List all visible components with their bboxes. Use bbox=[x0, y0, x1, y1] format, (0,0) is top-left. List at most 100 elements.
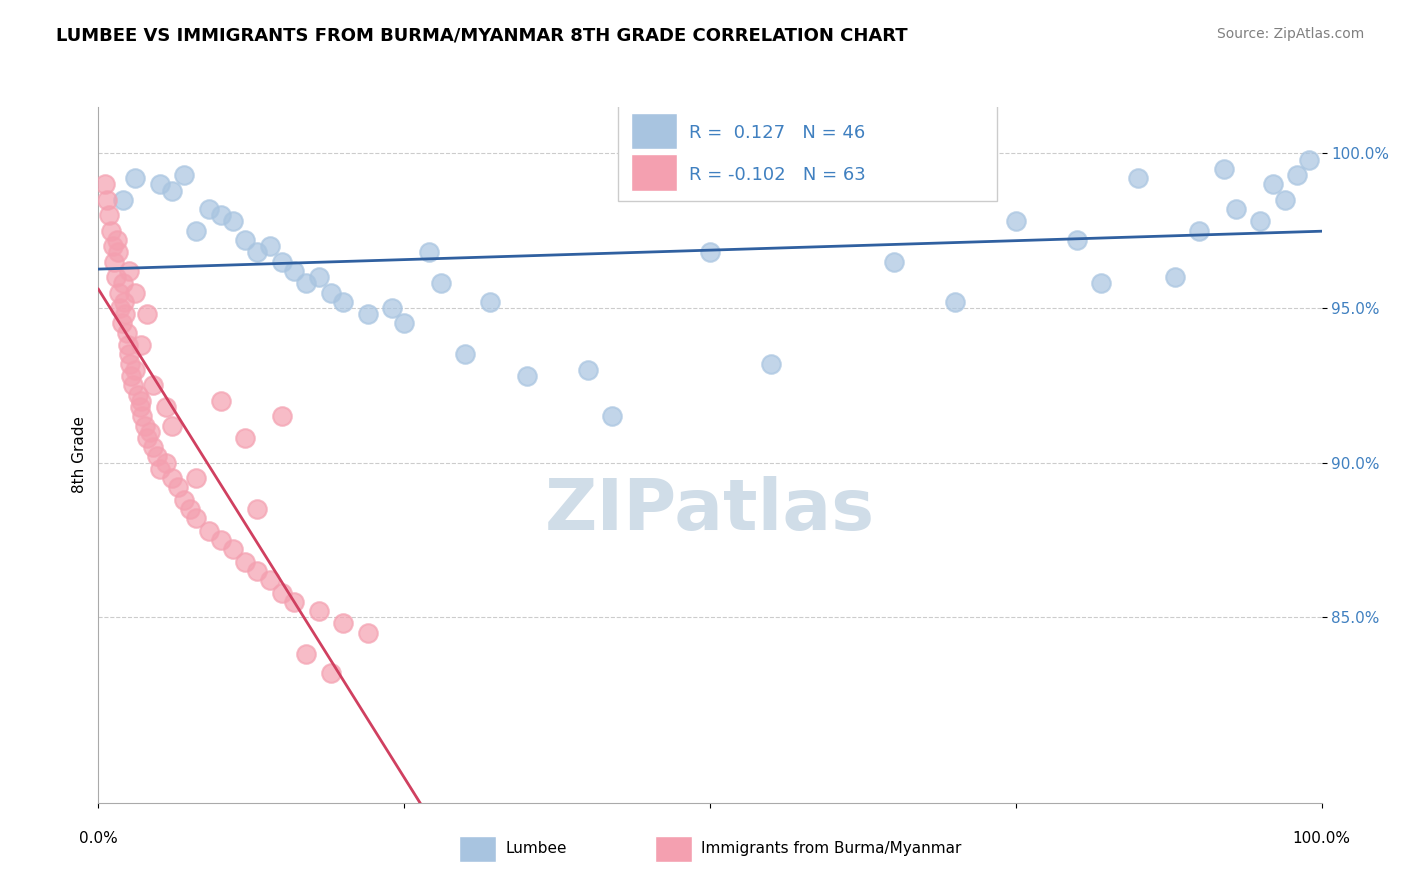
Point bbox=[186, 224, 208, 238]
Point bbox=[246, 564, 269, 578]
Point bbox=[246, 245, 269, 260]
Point bbox=[129, 338, 152, 352]
Point bbox=[430, 277, 453, 291]
Point bbox=[270, 409, 294, 424]
Point bbox=[1090, 277, 1112, 291]
Point bbox=[103, 254, 125, 268]
Point bbox=[332, 616, 354, 631]
Point bbox=[100, 224, 122, 238]
Point bbox=[821, 161, 844, 176]
Point bbox=[418, 245, 440, 260]
Point bbox=[283, 595, 305, 609]
FancyBboxPatch shape bbox=[460, 836, 496, 862]
Point bbox=[155, 456, 177, 470]
Point bbox=[93, 178, 115, 192]
Point bbox=[1298, 153, 1320, 167]
Point bbox=[186, 471, 208, 485]
Point bbox=[139, 425, 162, 439]
Point bbox=[222, 214, 245, 228]
Point bbox=[124, 171, 146, 186]
Point bbox=[96, 193, 118, 207]
Text: 100.0%: 100.0% bbox=[1292, 830, 1351, 846]
Text: LUMBEE VS IMMIGRANTS FROM BURMA/MYANMAR 8TH GRADE CORRELATION CHART: LUMBEE VS IMMIGRANTS FROM BURMA/MYANMAR … bbox=[56, 27, 908, 45]
Point bbox=[600, 409, 623, 424]
Text: R =  0.127   N = 46: R = 0.127 N = 46 bbox=[689, 124, 866, 142]
Point bbox=[356, 307, 378, 321]
FancyBboxPatch shape bbox=[655, 836, 692, 862]
Point bbox=[197, 524, 219, 538]
Point bbox=[136, 431, 159, 445]
Point bbox=[108, 285, 131, 300]
Point bbox=[107, 245, 129, 260]
Point bbox=[121, 378, 143, 392]
FancyBboxPatch shape bbox=[619, 87, 997, 201]
Point bbox=[197, 202, 219, 216]
Point bbox=[160, 418, 183, 433]
Point bbox=[124, 285, 146, 300]
FancyBboxPatch shape bbox=[630, 154, 678, 191]
Point bbox=[101, 239, 124, 253]
Point bbox=[1286, 168, 1309, 182]
Point bbox=[149, 178, 172, 192]
Point bbox=[134, 418, 156, 433]
Point bbox=[1066, 233, 1088, 247]
Point bbox=[1249, 214, 1271, 228]
Point bbox=[209, 208, 232, 222]
Point bbox=[883, 254, 905, 268]
Point bbox=[160, 471, 183, 485]
Point bbox=[131, 409, 153, 424]
Point bbox=[699, 245, 721, 260]
Point bbox=[270, 585, 294, 599]
Point bbox=[117, 338, 139, 352]
Point bbox=[111, 193, 134, 207]
Point bbox=[1188, 224, 1211, 238]
Point bbox=[381, 301, 404, 315]
Point bbox=[308, 270, 330, 285]
Point bbox=[209, 393, 232, 408]
Point bbox=[1004, 214, 1026, 228]
Point bbox=[129, 400, 152, 414]
Point bbox=[1128, 171, 1150, 186]
Point bbox=[118, 347, 141, 361]
Point bbox=[120, 369, 142, 384]
Point bbox=[392, 317, 416, 331]
Point bbox=[160, 184, 183, 198]
Point bbox=[105, 233, 128, 247]
Point bbox=[295, 648, 318, 662]
Point bbox=[454, 347, 477, 361]
Point bbox=[295, 277, 318, 291]
Point bbox=[114, 307, 136, 321]
Point bbox=[111, 277, 134, 291]
Point bbox=[319, 285, 342, 300]
Point bbox=[146, 450, 169, 464]
Point bbox=[186, 511, 208, 525]
Point bbox=[1225, 202, 1247, 216]
Point bbox=[270, 254, 294, 268]
Point bbox=[124, 363, 146, 377]
Point bbox=[149, 462, 172, 476]
Point bbox=[222, 542, 245, 557]
Point bbox=[761, 357, 783, 371]
Point bbox=[1212, 161, 1234, 176]
Point bbox=[319, 665, 342, 680]
Point bbox=[478, 294, 501, 309]
Point bbox=[110, 301, 132, 315]
FancyBboxPatch shape bbox=[630, 112, 678, 149]
Point bbox=[98, 208, 121, 222]
Point bbox=[308, 604, 330, 618]
Point bbox=[515, 369, 537, 384]
Point bbox=[118, 264, 141, 278]
Point bbox=[142, 378, 165, 392]
Point bbox=[1274, 193, 1296, 207]
Point bbox=[167, 480, 190, 494]
Point bbox=[142, 440, 165, 454]
Point bbox=[259, 239, 281, 253]
Point bbox=[173, 168, 195, 182]
Y-axis label: 8th Grade: 8th Grade bbox=[72, 417, 87, 493]
Text: 0.0%: 0.0% bbox=[79, 830, 118, 846]
Text: Source: ZipAtlas.com: Source: ZipAtlas.com bbox=[1216, 27, 1364, 41]
Text: R = -0.102   N = 63: R = -0.102 N = 63 bbox=[689, 166, 866, 184]
Point bbox=[179, 502, 201, 516]
Text: Immigrants from Burma/Myanmar: Immigrants from Burma/Myanmar bbox=[702, 841, 962, 856]
Point bbox=[173, 492, 195, 507]
